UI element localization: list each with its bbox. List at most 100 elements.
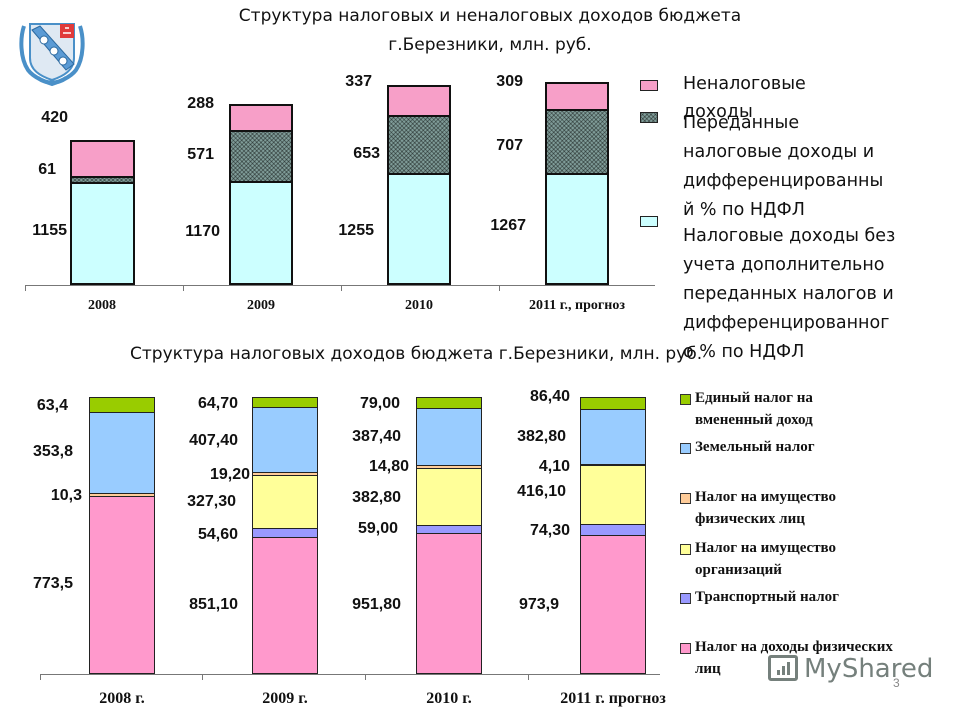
chart1-tick bbox=[341, 285, 342, 291]
segment-nontax bbox=[229, 104, 293, 132]
chart2-tick bbox=[528, 674, 529, 680]
chart2-tick bbox=[202, 674, 203, 680]
legend-label-transferred-3: дифференцированны bbox=[683, 171, 884, 191]
legend-swatch-nontax bbox=[640, 80, 658, 91]
chart2-label-land-2008: 353,8 bbox=[32, 443, 73, 460]
chart2-label-personal-property-2011: 4,10 bbox=[538, 458, 570, 475]
legend-label-tax-3: переданных налогов и bbox=[683, 284, 894, 304]
legend-label-tax-4: дифференцированног bbox=[683, 313, 890, 333]
legend-label-personal-property-2: физических лиц bbox=[695, 511, 805, 527]
chart2-label-transport-2010: 59,00 bbox=[357, 520, 398, 537]
legend-label-land: Земельный налог bbox=[695, 439, 815, 455]
chart2-label-envd-2011: 86,40 bbox=[529, 388, 570, 405]
chart2-bar-2009 bbox=[252, 397, 318, 674]
chart2-label-personal-property-2008: 10,3 bbox=[50, 487, 82, 504]
legend-label-ndfl-1: Налог на доходы физических bbox=[695, 639, 893, 655]
chart1-x-axis bbox=[25, 285, 655, 286]
watermark: MyShared bbox=[768, 654, 933, 684]
chart2-bar-2010 bbox=[416, 397, 482, 674]
legend-label-transport: Транспортный налог bbox=[695, 589, 839, 605]
legend-label-ndfl-2: лиц bbox=[695, 661, 721, 677]
segment-org-property bbox=[580, 465, 646, 525]
chart2-label-land-2010: 387,40 bbox=[352, 428, 401, 445]
segment-ndfl bbox=[580, 535, 646, 674]
chart2-xlabel-2010: 2010 г. bbox=[426, 690, 472, 707]
chart2-tick bbox=[40, 674, 41, 680]
legend-swatch-ndfl bbox=[680, 643, 691, 654]
chart2-xlabel-2011: 2011 г. прогноз bbox=[560, 690, 666, 707]
segment-org-property bbox=[252, 475, 318, 529]
chart1-tick bbox=[25, 285, 26, 291]
segment-land bbox=[580, 409, 646, 465]
segment-ndfl bbox=[252, 537, 318, 674]
chart1-label-tax-2009: 1170 bbox=[185, 223, 220, 240]
chart1-label-tax-2011: 1267 bbox=[490, 217, 526, 234]
chart2-label-ndfl-2008: 773,5 bbox=[32, 575, 73, 592]
segment-land bbox=[89, 412, 155, 494]
chart2-xlabel-2008: 2008 г. bbox=[99, 690, 145, 707]
legend-label-nontax-1: Неналоговые bbox=[683, 74, 806, 94]
presentation-board-icon bbox=[768, 655, 798, 681]
chart1-bar-2009 bbox=[229, 104, 293, 285]
chart1-label-tax-2008: 1155 bbox=[32, 222, 67, 239]
chart2-label-transport-2011: 74,30 bbox=[529, 522, 570, 539]
chart1-bar-2011 bbox=[545, 82, 609, 285]
segment-transferred bbox=[545, 109, 609, 175]
legend-label-transferred-1: Переданные bbox=[683, 113, 800, 133]
chart2-bar-2011 bbox=[580, 397, 646, 674]
legend-swatch-transferred bbox=[640, 112, 658, 123]
chart2-tick bbox=[365, 674, 366, 680]
chart1-xlabel-2008: 2008 bbox=[88, 298, 116, 313]
chart2-label-org-property-2011: 416,10 bbox=[517, 483, 566, 500]
chart1-label-nontax-2011: 309 bbox=[496, 73, 523, 90]
legend-label-personal-property-1: Налог на имущество bbox=[695, 489, 837, 505]
segment-tax bbox=[70, 182, 135, 285]
chart2-label-transport-2009: 54,60 bbox=[197, 526, 238, 543]
segment-envd bbox=[89, 397, 155, 413]
segment-transferred bbox=[387, 115, 451, 175]
chart1-xlabel-2010: 2010 bbox=[405, 298, 433, 313]
chart1-tick bbox=[499, 285, 500, 291]
legend-label-transferred-4: й % по НДФЛ bbox=[683, 200, 805, 220]
chart2-xlabel-2009: 2009 г. bbox=[262, 690, 308, 707]
chart2-label-org-property-2010: 382,80 bbox=[352, 489, 401, 506]
chart2-label-org-property-2009: 327,30 bbox=[187, 493, 236, 510]
slide-number: 3 bbox=[893, 676, 900, 690]
chart2-bar-2008 bbox=[89, 397, 155, 674]
chart1-title-line1: Структура налоговых и неналоговых доходо… bbox=[238, 6, 742, 26]
legend-label-org-property-2: организаций bbox=[695, 562, 782, 578]
legend-swatch-transport bbox=[680, 593, 691, 604]
segment-land bbox=[416, 408, 482, 466]
chart2-x-axis bbox=[40, 674, 660, 675]
chart1-label-transferred-2009: 571 bbox=[187, 146, 214, 163]
chart2-title: Структура налоговых доходов бюджета г.Бе… bbox=[130, 344, 703, 364]
legend-label-envd-2: вмененный доход bbox=[695, 412, 813, 428]
legend-label-tax-2: учета дополнительно bbox=[683, 255, 885, 275]
chart2-label-land-2011: 382,80 bbox=[517, 428, 566, 445]
segment-nontax bbox=[545, 82, 609, 111]
segment-tax bbox=[545, 173, 609, 285]
chart2-label-ndfl-2010: 951,80 bbox=[352, 596, 401, 613]
coat-of-arms-logo bbox=[18, 18, 86, 87]
chart1-label-nontax-2009: 288 bbox=[187, 95, 214, 112]
chart2-label-personal-property-2009: 19,20 bbox=[209, 466, 250, 483]
legend-label-tax-1: Налоговые доходы без bbox=[683, 226, 896, 246]
legend-label-tax-5: о % по НДФЛ bbox=[683, 342, 805, 362]
chart2-label-envd-2010: 79,00 bbox=[359, 395, 400, 412]
legend-label-transferred-2: налоговые доходы и bbox=[683, 142, 875, 162]
legend-label-org-property-1: Налог на имущество bbox=[695, 540, 837, 556]
segment-transferred bbox=[229, 130, 293, 183]
chart1-bar-2008 bbox=[70, 140, 135, 285]
segment-land bbox=[252, 407, 318, 473]
watermark-text: MyShared bbox=[804, 654, 934, 684]
chart1-xlabel-2011: 2011 г., прогноз bbox=[529, 298, 625, 313]
chart2-label-envd-2008: 63,4 bbox=[36, 397, 68, 414]
chart1-bar-2010 bbox=[387, 85, 451, 285]
segment-nontax bbox=[70, 140, 135, 178]
chart2-label-ndfl-2011: 973,9 bbox=[518, 596, 559, 613]
chart1-label-tax-2010: 1255 bbox=[338, 222, 374, 239]
chart1-label-transferred-2011: 707 bbox=[496, 137, 523, 154]
legend-swatch-tax bbox=[640, 216, 658, 227]
chart2-label-ndfl-2009: 851,10 bbox=[189, 596, 238, 613]
chart1-title-line2: г.Березники, млн. руб. bbox=[388, 35, 592, 55]
